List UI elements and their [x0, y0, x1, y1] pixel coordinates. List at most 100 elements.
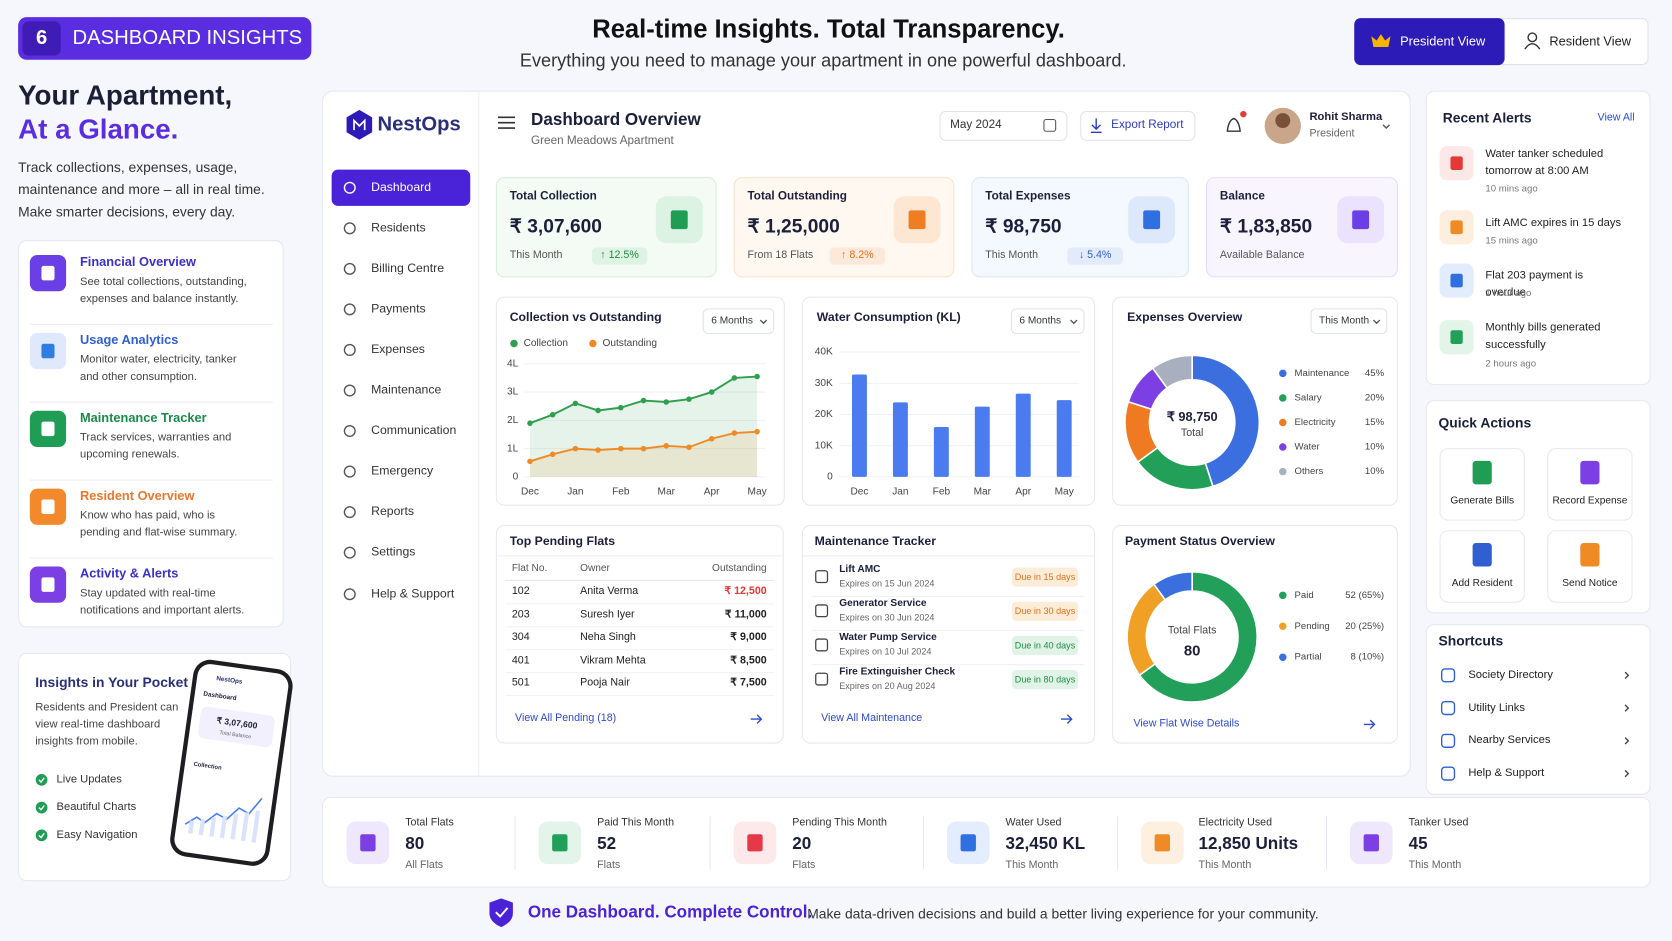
bar: [1015, 393, 1031, 477]
x-tick-label: Dec: [850, 487, 868, 498]
filter-dropdown[interactable]: [702, 308, 775, 334]
donut-center-value: 80: [1183, 641, 1201, 659]
donut-slice: [1191, 354, 1261, 488]
nav-icon: [343, 181, 356, 194]
chevron: [1624, 769, 1630, 778]
point: [754, 428, 760, 435]
card-link[interactable]: View Flat Wise Details: [1133, 717, 1240, 730]
kpi-sub: From 18 Flats: [747, 249, 814, 262]
due-label: Due in 80 days: [1014, 673, 1076, 685]
maintenance-icon: [815, 570, 829, 584]
nav-item[interactable]: Settings: [371, 546, 416, 559]
nav-item[interactable]: Dashboard: [371, 181, 432, 194]
kpi-value: ₹ 1,83,850: [1219, 215, 1313, 237]
bar: [892, 402, 908, 477]
phone-section: Collection: [193, 761, 222, 772]
check-icon: [35, 829, 48, 842]
feature-description: Know who has paid, who is pending and fl…: [79, 508, 238, 539]
maintenance-name: Generator Service: [839, 597, 927, 610]
nav-icon: [343, 303, 356, 316]
x-tick-label: May: [1055, 487, 1075, 498]
phone-mini-bar: [240, 812, 250, 842]
nav-item[interactable]: Help & Support: [371, 587, 455, 601]
quick-action-label[interactable]: Record Expense: [1552, 495, 1628, 507]
feature-description: Track services, warranties and upcoming …: [79, 431, 232, 461]
export-button[interactable]: [1080, 110, 1196, 141]
view-button[interactable]: Resident View: [1549, 33, 1631, 49]
card-link[interactable]: View All Maintenance: [821, 712, 923, 725]
legend-label: Partial: [1295, 652, 1322, 663]
table-cell: 203: [511, 608, 530, 621]
filter-dropdown[interactable]: [1010, 308, 1085, 334]
filter-label[interactable]: This Month: [1319, 314, 1370, 327]
phone-screen-title: Dashboard: [202, 691, 237, 703]
feature-title: Financial Overview: [79, 254, 196, 270]
quick-action-label[interactable]: Add Resident: [1451, 577, 1513, 589]
shortcut-icon: [1440, 733, 1456, 748]
kpi-value: ₹ 1,25,000: [747, 215, 840, 237]
kpi-sub: Available Balance: [1219, 249, 1305, 262]
feature-title: Maintenance Tracker: [79, 410, 207, 426]
kpi-change: ↓ 5.4%: [1078, 249, 1112, 262]
x-tick-label: Apr: [704, 487, 720, 498]
stat-label: Electricity Used: [1198, 816, 1273, 829]
shortcut-icon: [1440, 701, 1456, 716]
avatar-head: [1275, 113, 1291, 129]
card-link[interactable]: View All Pending (18): [515, 712, 617, 725]
table-cell: Suresh Iyer: [580, 608, 635, 621]
bar: [974, 406, 990, 477]
quick-action-label[interactable]: Generate Bills: [1450, 495, 1515, 507]
shortcut-label[interactable]: Utility Links: [1468, 701, 1525, 714]
y-tick-label: 0: [513, 472, 519, 483]
phone-screen: NestOps Dashboard ₹ 3,07,600 Total Balance C…: [172, 662, 291, 864]
nav-item[interactable]: Expenses: [371, 343, 425, 357]
stat-label: Water Used: [1005, 816, 1062, 829]
filter-label[interactable]: 6 Months: [711, 314, 753, 327]
legend-value: 45%: [1365, 368, 1385, 379]
view-button[interactable]: President View: [1400, 33, 1486, 49]
nav-item[interactable]: Residents: [371, 221, 426, 235]
chart-title: Collection vs Outstanding: [509, 311, 662, 325]
nav-item[interactable]: Payments: [371, 302, 426, 316]
donut-slice: [1126, 583, 1167, 677]
quick-action-icon: [1580, 460, 1600, 485]
nav-item[interactable]: Communication: [371, 424, 457, 438]
stat-value: 45: [1408, 835, 1428, 854]
bell-icon: [1226, 117, 1241, 132]
chart-title: Water Consumption (KL): [816, 311, 961, 325]
maintenance-name: Water Pump Service: [839, 631, 937, 644]
view-all-link[interactable]: View All: [1597, 111, 1635, 124]
quick-action-label[interactable]: Send Notice: [1562, 577, 1618, 589]
legend-label: Electricity: [1295, 417, 1336, 428]
legend-marker: [1279, 653, 1287, 661]
user-icon: [1527, 32, 1538, 43]
due-pill: [1011, 670, 1079, 690]
y-tick-label: 2L: [507, 415, 519, 426]
nav-item[interactable]: Maintenance: [371, 383, 442, 397]
card-title: Maintenance Tracker: [814, 535, 937, 549]
maintenance-expiry: Expires on 30 Jun 2024: [839, 612, 935, 623]
card-title: Top Pending Flats: [509, 535, 616, 549]
shortcut-label[interactable]: Nearby Services: [1468, 733, 1551, 747]
filter-label[interactable]: 6 Months: [1019, 314, 1062, 327]
shortcut-label[interactable]: Society Directory: [1468, 668, 1553, 682]
stat-label: Total Flats: [405, 816, 454, 829]
donut-center-value: ₹ 98,750: [1166, 409, 1218, 425]
nav-item[interactable]: Emergency: [371, 464, 434, 478]
shortcut-label[interactable]: Help & Support: [1468, 766, 1545, 780]
stat-label: Tanker Used: [1408, 816, 1469, 829]
kpi-sub: This Month: [985, 249, 1039, 262]
filter-dropdown[interactable]: [1310, 308, 1388, 334]
user-name: Rohit Sharma: [1309, 110, 1383, 124]
feature-description: Stay updated with real-time notification…: [79, 586, 245, 617]
badge-number-box: [22, 21, 61, 56]
icon-glyph: [552, 834, 568, 852]
y-tick-label: 1L: [507, 443, 519, 454]
nav-item[interactable]: Billing Centre: [371, 262, 445, 276]
month-picker[interactable]: [939, 110, 1068, 141]
nav-item[interactable]: Reports: [371, 505, 415, 519]
kpi-change-pill: [829, 247, 886, 265]
card-title: Payment Status Overview: [1124, 535, 1275, 549]
y-tick-label: 4L: [507, 358, 519, 369]
due-label: Due in 40 days: [1014, 639, 1076, 651]
